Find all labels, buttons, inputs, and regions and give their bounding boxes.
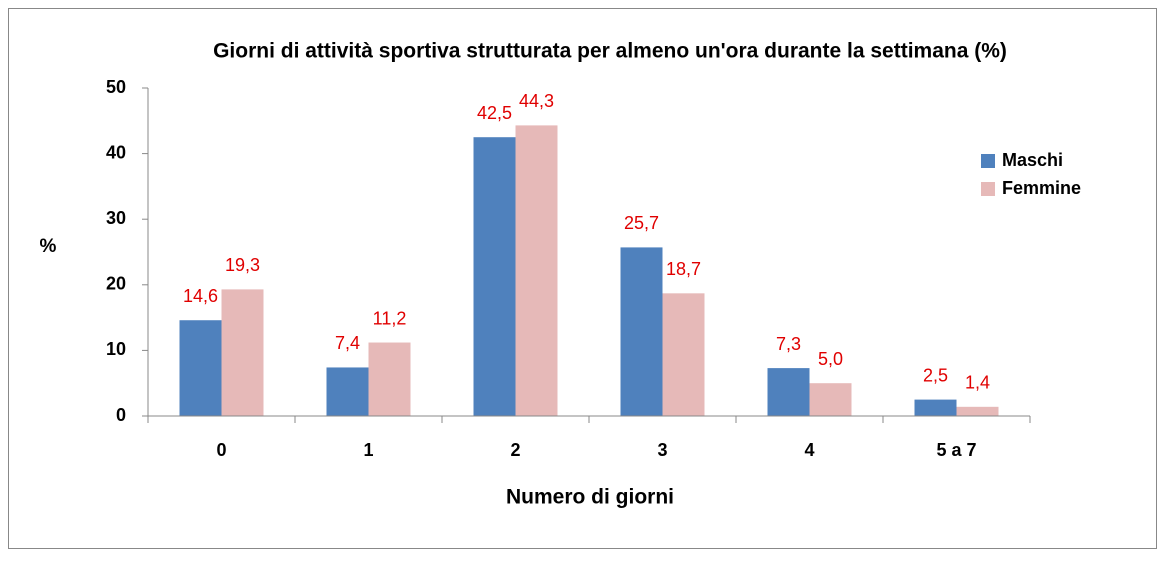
x-tick-label: 0 [216, 440, 226, 460]
x-tick-label: 5 a 7 [936, 440, 976, 460]
y-tick-label: 20 [106, 274, 126, 294]
y-tick-label: 50 [106, 77, 126, 97]
y-axis-title: % [40, 236, 57, 257]
bar [515, 125, 558, 416]
data-label: 18,7 [666, 259, 701, 279]
legend-swatch [981, 182, 995, 196]
data-label: 14,6 [183, 286, 218, 306]
bar [473, 137, 516, 416]
bar [914, 399, 957, 416]
y-tick-label: 0 [116, 405, 126, 425]
x-tick-label: 2 [510, 440, 520, 460]
bar [956, 406, 999, 416]
chart-border [8, 8, 1157, 549]
bar [368, 342, 411, 416]
x-axis-title: Numero di giorni [506, 486, 674, 509]
data-label: 5,0 [818, 349, 843, 369]
data-label: 25,7 [624, 213, 659, 233]
legend-label: Femmine [1002, 178, 1081, 198]
legend-label: Maschi [1002, 150, 1063, 170]
data-label: 19,3 [225, 255, 260, 275]
chart-title: Giorni di attività sportiva strutturata … [213, 40, 1007, 63]
data-label: 42,5 [477, 103, 512, 123]
x-tick-label: 4 [804, 440, 814, 460]
bar [662, 293, 705, 416]
bar [767, 368, 810, 416]
data-label: 11,2 [373, 308, 407, 328]
y-tick-label: 30 [106, 208, 126, 228]
bar [179, 320, 222, 416]
bar [809, 383, 852, 416]
bar [326, 367, 369, 416]
bar [221, 289, 264, 416]
data-label: 7,3 [776, 334, 801, 354]
y-tick-label: 40 [106, 142, 126, 162]
x-tick-label: 3 [657, 440, 667, 460]
y-tick-label: 10 [106, 339, 126, 359]
data-label: 2,5 [923, 365, 948, 385]
data-label: 7,4 [335, 333, 360, 353]
data-label: 1,4 [965, 373, 990, 393]
legend-swatch [981, 154, 995, 168]
data-label: 44,3 [519, 91, 554, 111]
x-tick-label: 1 [363, 440, 373, 460]
bar [620, 247, 663, 416]
